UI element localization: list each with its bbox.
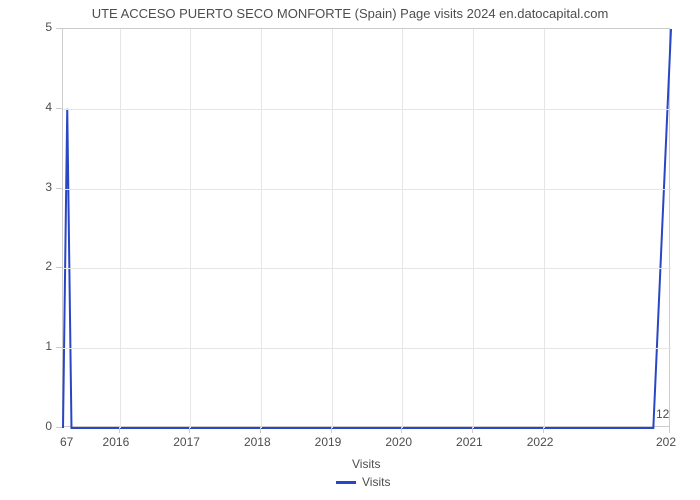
grid-line-h <box>63 268 671 269</box>
x-tick-label: 2021 <box>456 435 483 449</box>
x-tick <box>331 427 332 433</box>
chart-title: UTE ACCESO PUERTO SECO MONFORTE (Spain) … <box>0 6 700 21</box>
y-tick-label: 2 <box>22 259 52 273</box>
y-tick <box>56 28 62 29</box>
x-tick <box>401 427 402 433</box>
x-tick-label: 2020 <box>385 435 412 449</box>
legend: Visits <box>336 475 390 489</box>
y-tick-label: 0 <box>22 419 52 433</box>
x-tick <box>189 427 190 433</box>
series-line <box>63 29 671 428</box>
grid-line-v <box>473 29 474 428</box>
x-tick-label: 2018 <box>244 435 271 449</box>
x-tick <box>119 427 120 433</box>
plot-area <box>62 28 670 427</box>
y-tick <box>56 188 62 189</box>
x-tick-label: 2019 <box>315 435 342 449</box>
grid-line-v <box>332 29 333 428</box>
y-tick-label: 4 <box>22 100 52 114</box>
chart-container: UTE ACCESO PUERTO SECO MONFORTE (Spain) … <box>0 0 700 500</box>
y-tick <box>56 108 62 109</box>
grid-line-v <box>402 29 403 428</box>
x-tick-label-end: 202 <box>656 435 676 449</box>
x-tick <box>472 427 473 433</box>
x-tick-label: 2022 <box>527 435 554 449</box>
grid-line-v <box>120 29 121 428</box>
x-tick <box>669 427 670 433</box>
corner-label-right: 12 <box>656 407 669 421</box>
y-tick-label: 5 <box>22 20 52 34</box>
y-tick-label: 1 <box>22 339 52 353</box>
grid-line-v <box>190 29 191 428</box>
legend-text: Visits <box>362 475 390 489</box>
grid-line-h <box>63 109 671 110</box>
grid-line-h <box>63 348 671 349</box>
x-tick <box>260 427 261 433</box>
y-tick <box>56 427 62 428</box>
legend-swatch <box>336 481 356 484</box>
x-tick <box>543 427 544 433</box>
x-axis-title: Visits <box>352 457 380 471</box>
y-tick <box>56 347 62 348</box>
x-tick-label: 2016 <box>103 435 130 449</box>
y-tick-label: 3 <box>22 180 52 194</box>
series-path <box>63 29 671 428</box>
grid-line-v <box>261 29 262 428</box>
grid-line-v <box>544 29 545 428</box>
grid-line-h <box>63 189 671 190</box>
corner-label-left: 67 <box>60 435 73 449</box>
y-tick <box>56 267 62 268</box>
x-tick-label: 2017 <box>173 435 200 449</box>
